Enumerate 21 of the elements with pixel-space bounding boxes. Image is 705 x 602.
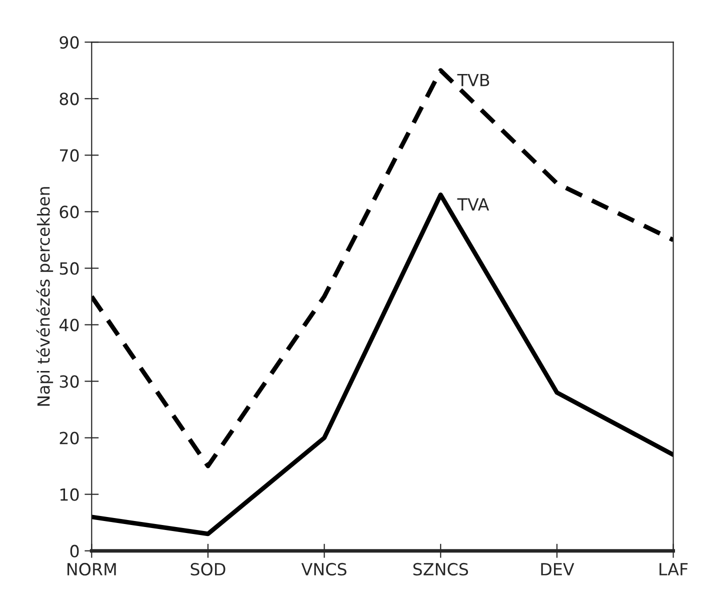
y-tick-label: 90 <box>60 36 79 49</box>
y-tick-label: 60 <box>60 206 79 218</box>
y-tick-label: 40 <box>59 318 79 332</box>
y-tick-label: 30 <box>60 375 79 388</box>
series-label: TVB <box>457 74 490 86</box>
x-tick-label: VNCS <box>301 562 346 576</box>
y-tick-label: 80 <box>60 92 79 106</box>
y-tick-label: 50 <box>60 262 79 275</box>
series-label: TVA <box>457 198 490 210</box>
y-tick-label: 20 <box>60 432 79 444</box>
x-tick-label: NORM <box>68 562 116 576</box>
y-tick-label: 10 <box>60 488 79 501</box>
line-series <box>92 68 674 468</box>
x-tick-label: SZNCS <box>413 562 468 576</box>
x-tick-label: LAF <box>660 563 688 576</box>
x-tick-label: DEV <box>541 563 574 576</box>
x-tick-label: SOD <box>190 562 226 576</box>
y-tick-label: 70 <box>60 149 79 162</box>
y-axis-title: Napi tévénézés percekben <box>36 187 54 406</box>
y-tick-label: 0 <box>70 544 79 558</box>
line-series <box>92 192 674 536</box>
